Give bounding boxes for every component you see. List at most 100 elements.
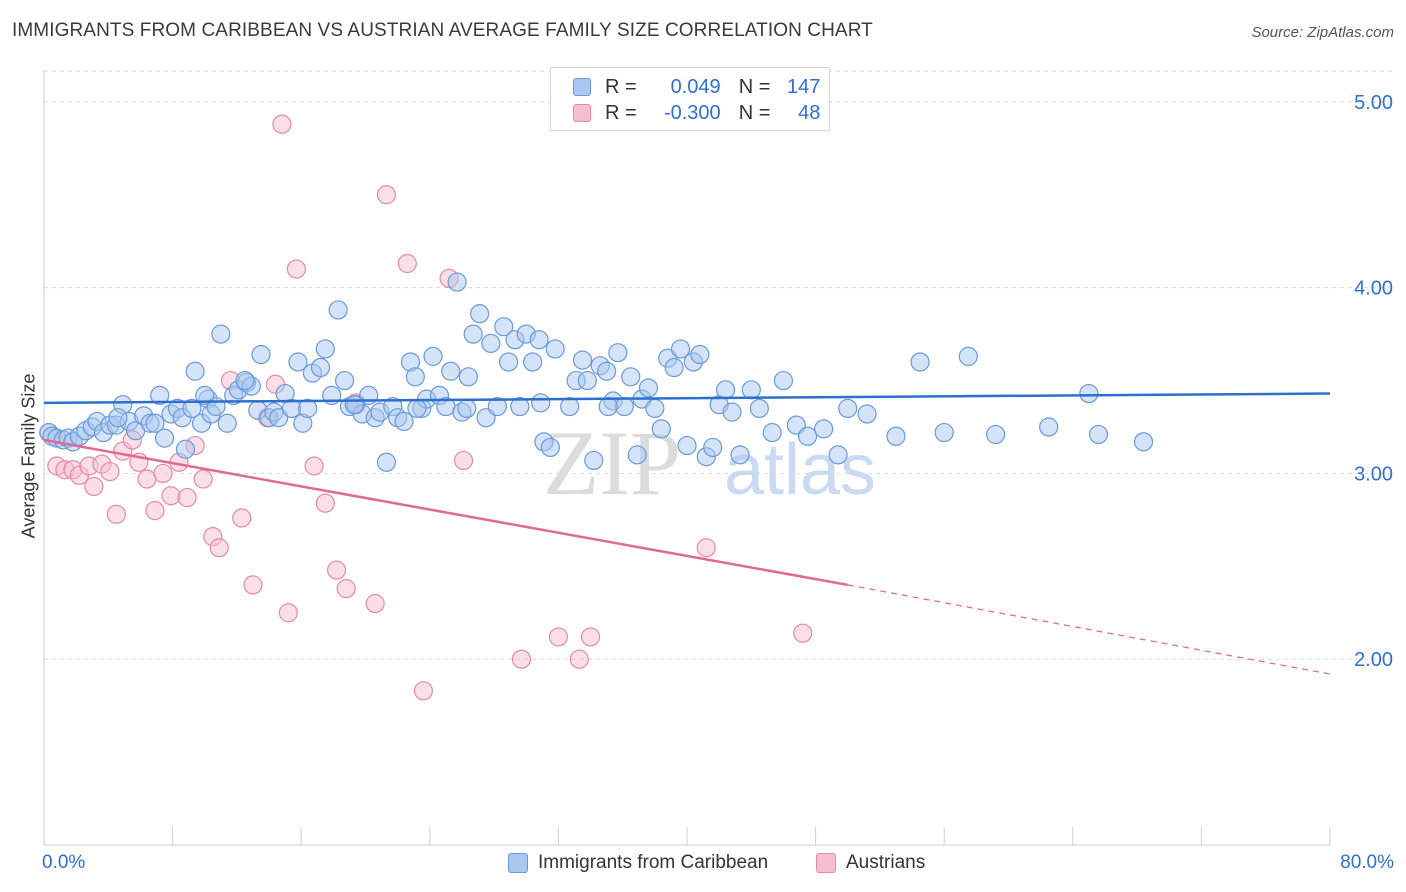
caribbean-point-125 [838,398,858,419]
austrians-point-15 [153,463,173,484]
austrians-point-31 [315,493,335,513]
caribbean-point-49 [315,339,335,359]
caribbean-point-116 [730,445,750,465]
caribbean-point-51 [328,300,348,320]
austrians-point-32 [326,560,347,580]
caribbean-point-133 [1079,383,1099,404]
austrians-point-16 [161,486,181,506]
caribbean-point-73 [458,367,478,387]
legend-label-austrians: Austrians [846,852,926,873]
caribbean-point-107 [670,339,691,359]
r-value: -0.300 [663,101,721,124]
n-label: N = [738,101,771,124]
caribbean-point-48 [310,357,331,378]
caribbean-point-38 [251,344,271,365]
caribbean-point-108 [677,435,697,456]
caribbean-point-67 [423,346,443,366]
caribbean-point-44 [288,352,308,372]
caribbean-point-91 [572,350,593,370]
caribbean-point-137 [344,395,364,415]
caribbean-point-102 [638,378,659,398]
austrians-point-46 [793,623,813,643]
austrians-trend-line [43,438,848,587]
caribbean-point-131 [986,424,1006,445]
austrians-point-45 [696,538,716,558]
caribbean-point-115 [722,402,742,422]
caribbean-point-87 [540,437,560,458]
caribbean-point-41 [269,408,289,428]
caribbean-swatch [573,78,591,96]
austrians-point-29 [286,259,306,279]
austrians-point-13 [137,469,157,489]
caribbean-point-123 [814,419,834,439]
caribbean-point-106 [664,357,684,378]
austrians-swatch [573,104,591,122]
caribbean-point-32 [217,413,237,433]
austrians-point-47 [272,114,292,134]
austrians-point-8 [100,461,120,482]
caribbean-point-104 [651,419,671,439]
austrians-point-38 [413,681,433,701]
caribbean-point-127 [886,426,906,446]
caribbean-point-25 [182,398,202,419]
stats-legend-row-caribbean: R = 0.049 N = 147 [573,74,820,100]
caribbean-point-85 [529,330,549,350]
caribbean-point-135 [1133,432,1154,452]
caribbean-point-97 [608,343,628,363]
caribbean-point-75 [470,304,490,324]
austrians-point-30 [304,456,324,476]
caribbean-point-59 [376,452,396,472]
caribbean-point-88 [545,339,565,359]
caribbean-point-74 [463,324,483,344]
y-tick-label-3: 5.00 [1354,92,1393,114]
n-value: 48 [798,101,821,124]
caribbean-point-134 [1088,424,1109,445]
legend-swatch-caribbean [508,853,528,873]
caribbean-point-84 [523,352,543,372]
caribbean-point-143 [108,408,128,428]
austrians-point-40 [453,450,474,471]
caribbean-point-78 [487,396,507,417]
caribbean-point-112 [703,437,723,458]
caribbean-point-24 [175,439,196,459]
caribbean-point-46 [298,398,318,419]
caribbean-point-52 [335,370,355,391]
austrians-point-41 [511,649,532,669]
caribbean-point-118 [749,398,769,419]
caribbean-trend-line [43,392,1331,405]
caribbean-point-70 [441,361,461,381]
caribbean-point-20 [154,428,175,448]
austrians-points [39,114,813,701]
stats-legend: R = 0.049 N = 147 R = -0.300 N = 48 [550,67,830,131]
watermark: ZIP atlas [543,412,876,514]
x-tick-label-max: 80.0% [1340,852,1394,873]
caribbean-point-139 [457,398,477,419]
caribbean-point-114 [715,380,736,400]
y-tick-labels: 2.00 3.00 4.00 5.00 [1354,92,1393,671]
y-tick-label-0: 2.00 [1354,649,1393,671]
caribbean-point-99 [621,367,641,387]
austrians-point-43 [569,649,589,669]
caribbean-point-26 [185,361,205,381]
austrians-point-22 [209,538,229,558]
austrians-point-25 [243,575,263,595]
gridlines [44,70,1392,660]
caribbean-point-79 [494,317,514,337]
caribbean-point-141 [598,396,618,417]
trend-lines [43,392,1331,675]
austrians-point-18 [177,487,197,508]
austrians-point-42 [548,627,569,647]
caribbean-point-31 [211,324,231,344]
caribbean-point-122 [797,426,818,446]
caribbean-point-98 [614,396,634,417]
legend-item-austrians: Austrians [816,852,925,874]
caribbean-point-19 [150,385,170,406]
legend-label-caribbean: Immigrants from Caribbean [538,852,769,873]
caribbean-point-140 [531,393,551,413]
caribbean-point-132 [1039,417,1059,437]
r-label: R = [605,101,637,124]
austrians-point-20 [193,469,213,489]
n-label: N = [738,75,771,98]
source-credit: Source: ZipAtlas.com [1251,24,1394,41]
r-label: R = [605,75,637,98]
